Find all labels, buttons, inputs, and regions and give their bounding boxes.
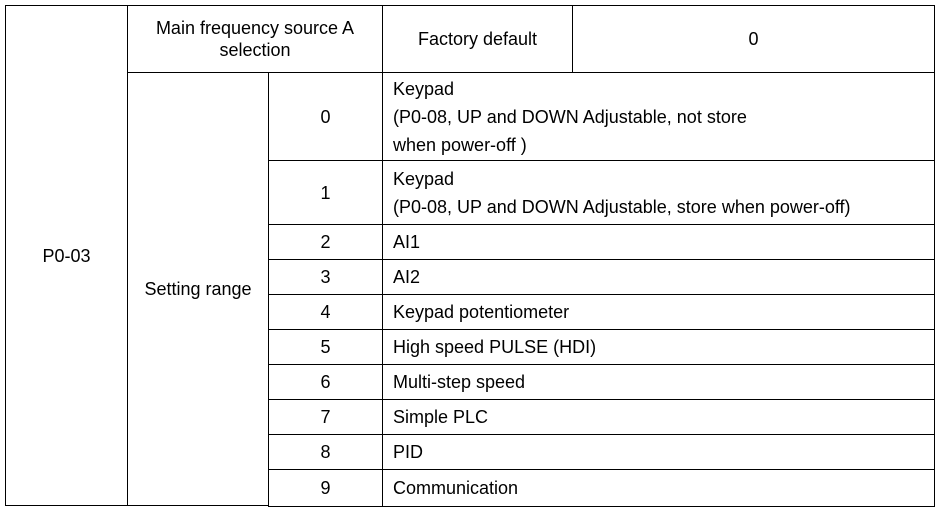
option-desc-cell: High speed PULSE (HDI) <box>382 329 935 365</box>
option-value-cell: 1 <box>268 160 383 225</box>
option-desc: AI1 <box>393 232 421 252</box>
option-value: 1 <box>320 182 331 203</box>
param-name-cell: Main frequency source A selection <box>127 5 383 73</box>
option-value: 6 <box>320 372 331 392</box>
option-desc: Multi-step speed <box>393 372 526 392</box>
option-value: 3 <box>320 267 331 287</box>
option-value-cell: 4 <box>268 294 383 330</box>
option-value-cell: 8 <box>268 434 383 470</box>
param-code-cell: P0-03 <box>5 5 128 506</box>
factory-default-label: Factory default <box>417 29 538 49</box>
option-desc-cell: AI2 <box>382 259 935 295</box>
setting-range-label: Setting range <box>144 279 252 299</box>
option-desc: AI2 <box>393 267 421 287</box>
option-value: 7 <box>320 407 331 427</box>
option-value: 5 <box>320 337 331 357</box>
setting-range-label-cell: Setting range <box>127 72 269 506</box>
option-value: 0 <box>320 106 331 127</box>
option-value-cell: 5 <box>268 329 383 365</box>
option-desc-cell: Keypad (P0-08, UP and DOWN Adjustable, s… <box>382 160 935 225</box>
option-value-cell: 6 <box>268 364 383 400</box>
option-value: 2 <box>320 232 331 252</box>
option-desc: Keypad (P0-08, UP and DOWN Adjustable, n… <box>393 78 747 155</box>
option-desc-cell: Keypad (P0-08, UP and DOWN Adjustable, n… <box>382 72 935 161</box>
option-value: 9 <box>320 478 331 498</box>
option-desc-cell: PID <box>382 434 935 470</box>
option-value-cell: 3 <box>268 259 383 295</box>
option-value-cell: 9 <box>268 469 383 507</box>
option-value: 8 <box>320 442 331 462</box>
factory-default-label-cell: Factory default <box>382 5 573 73</box>
option-desc-cell: Communication <box>382 469 935 507</box>
option-desc: Keypad potentiometer <box>393 302 570 322</box>
param-code: P0-03 <box>42 245 91 266</box>
option-desc-cell: AI1 <box>382 224 935 260</box>
option-value: 4 <box>320 302 331 322</box>
option-desc: Communication <box>393 478 519 498</box>
option-value-cell: 2 <box>268 224 383 260</box>
option-value-cell: 7 <box>268 399 383 435</box>
option-desc: PID <box>393 442 424 462</box>
factory-default-value: 0 <box>748 29 759 49</box>
option-desc: Keypad (P0-08, UP and DOWN Adjustable, s… <box>393 168 851 217</box>
option-desc: Simple PLC <box>393 407 489 427</box>
option-value-cell: 0 <box>268 72 383 161</box>
param-name: Main frequency source A selection <box>155 18 355 60</box>
option-desc-cell: Keypad potentiometer <box>382 294 935 330</box>
option-desc-cell: Multi-step speed <box>382 364 935 400</box>
factory-default-value-cell: 0 <box>572 5 935 73</box>
option-desc-cell: Simple PLC <box>382 399 935 435</box>
option-desc: High speed PULSE (HDI) <box>393 337 597 357</box>
